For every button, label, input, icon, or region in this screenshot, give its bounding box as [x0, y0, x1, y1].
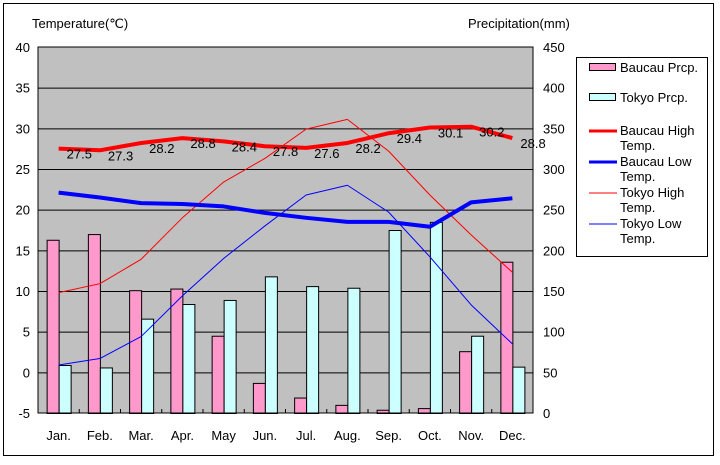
x-tick-label: Mar.	[128, 428, 153, 443]
y2-axis-title: Precipitation(mm)	[468, 16, 570, 31]
y-tick-label: 40	[16, 40, 30, 55]
data-label: 28.8	[190, 136, 215, 151]
legend-swatch	[589, 63, 616, 71]
data-label: 28.4	[232, 139, 257, 154]
x-tick-label: Jan.	[46, 428, 71, 443]
y-tick-label: 35	[16, 81, 30, 96]
bar-baucau-prcp--6	[294, 397, 308, 414]
y-axis-title: Temperature(℃)	[32, 16, 128, 31]
bar-baucau-prcp--1	[87, 234, 101, 414]
y2-tick-label: 100	[543, 325, 565, 340]
data-label: 30.2	[479, 125, 504, 140]
line-baucau-high-temp	[58, 124, 513, 153]
bar-tokyo-prcp--4	[223, 299, 237, 414]
bar-tokyo-prcp--3	[182, 304, 196, 414]
bar-baucau-prcp--5	[252, 382, 266, 415]
legend-label: Tokyo Prcp.	[620, 90, 688, 105]
bar-tokyo-prcp--11	[512, 366, 526, 415]
y-tick-label: 15	[16, 243, 30, 258]
bar-tokyo-prcp--8	[388, 230, 402, 414]
data-label: 28.2	[149, 141, 174, 156]
bar-tokyo-prcp--10	[471, 335, 485, 415]
x-tick-label: May	[211, 428, 236, 443]
bar-tokyo-prcp--0	[58, 365, 72, 415]
x-tick-label: Aug.	[334, 428, 361, 443]
bar-baucau-prcp--11	[500, 261, 514, 414]
bar-tokyo-prcp--6	[306, 286, 320, 414]
data-label: 27.8	[273, 144, 298, 159]
line-baucau-low-temp	[58, 190, 513, 229]
y2-tick-label: 450	[543, 40, 565, 55]
plot-area	[38, 47, 533, 413]
x-tick-label: Oct.	[418, 428, 442, 443]
legend: Baucau Prcp. Tokyo Prcp. Baucau High Temp.B…	[589, 60, 698, 246]
y-tick-label: 20	[16, 203, 30, 218]
bar-baucau-prcp--7	[335, 404, 349, 415]
legend-label: Baucau Low Temp.	[620, 154, 692, 184]
legend-label: Baucau Prcp.	[620, 60, 698, 75]
bar-tokyo-prcp--2	[141, 318, 155, 414]
y2-tick-label: 50	[543, 365, 557, 380]
legend-box	[576, 57, 708, 257]
y2-tick-label: 250	[543, 203, 565, 218]
bar-baucau-prcp--4	[211, 335, 225, 415]
y2-tick-label: 200	[543, 243, 565, 258]
bar-tokyo-prcp--1	[99, 367, 113, 415]
y-tick-label: 5	[23, 325, 30, 340]
data-label: 27.6	[314, 146, 339, 161]
y2-tick-label: 300	[543, 162, 565, 177]
x-tick-label: Nov.	[458, 428, 484, 443]
line-tokyo-high-temp	[58, 118, 513, 294]
y2-tick-label: 150	[543, 284, 565, 299]
legend-label: Tokyo High Temp.	[620, 185, 684, 215]
y-tick-label: 0	[23, 365, 30, 380]
y-tick-label: 25	[16, 162, 30, 177]
x-tick-label: Jul.	[296, 428, 316, 443]
data-label: 29.4	[397, 131, 422, 146]
legend-swatch	[589, 93, 616, 101]
line-tokyo-low-temp	[58, 184, 513, 366]
x-tick-label: Dec.	[499, 428, 526, 443]
bar-tokyo-prcp--5	[264, 276, 278, 414]
x-tick-label: Sep.	[375, 428, 402, 443]
data-label: 30.1	[438, 126, 463, 141]
bar-tokyo-prcp--7	[347, 287, 361, 415]
y-tick-label: -5	[18, 406, 30, 421]
y-tick-label: 10	[16, 284, 30, 299]
legend-label: Baucau High Temp.	[620, 123, 694, 153]
y-tick-label: 30	[16, 121, 30, 136]
bar-tokyo-prcp--9	[429, 221, 443, 414]
legend-label: Tokyo Low Temp.	[620, 216, 682, 246]
data-label: 27.3	[108, 148, 133, 163]
x-tick-label: Feb.	[87, 428, 113, 443]
bar-baucau-prcp--3	[170, 288, 184, 414]
bar-baucau-prcp--2	[129, 290, 143, 415]
bar-baucau-prcp--10	[459, 351, 473, 415]
data-label: 28.2	[355, 141, 380, 156]
y2-tick-label: 0	[543, 406, 550, 421]
x-tick-label: Jun.	[253, 428, 278, 443]
x-tick-label: Apr.	[171, 428, 194, 443]
y2-tick-label: 400	[543, 81, 565, 96]
y2-tick-label: 350	[543, 121, 565, 136]
data-label: 27.5	[67, 147, 92, 162]
bar-baucau-prcp--0	[46, 239, 60, 414]
